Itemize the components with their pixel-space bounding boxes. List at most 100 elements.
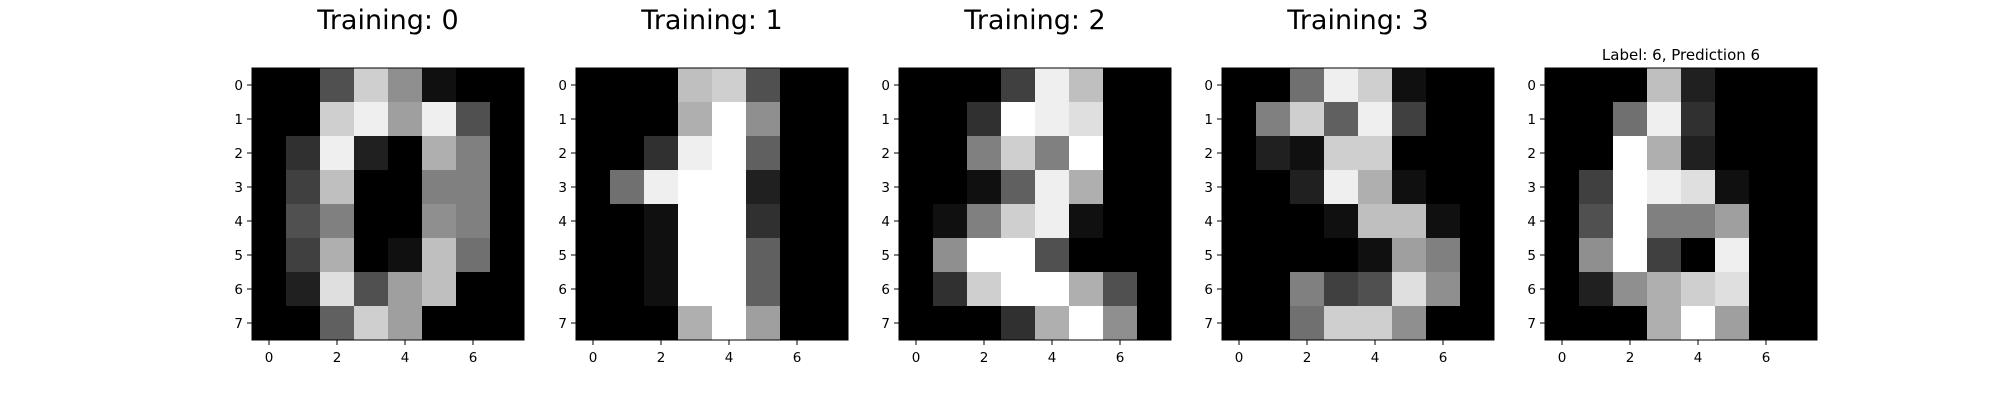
y-tick-label: 0 bbox=[881, 78, 890, 94]
pixel-cell bbox=[354, 306, 389, 341]
pixel-cell bbox=[1749, 306, 1784, 341]
pixel-cell bbox=[1749, 272, 1784, 307]
pixel-cell bbox=[1103, 136, 1138, 171]
pixel-cell bbox=[1069, 238, 1104, 273]
pixel-cell bbox=[933, 238, 968, 273]
pixel-cell bbox=[1035, 306, 1070, 341]
pixel-cell bbox=[1749, 170, 1784, 205]
pixel-cell bbox=[286, 102, 321, 137]
pixel-cell bbox=[1103, 306, 1138, 341]
pixel-cell bbox=[1426, 170, 1461, 205]
pixel-cell bbox=[1324, 272, 1359, 307]
pixel-cell bbox=[1035, 238, 1070, 273]
pixel-cell bbox=[678, 272, 713, 307]
pixel-cell bbox=[933, 272, 968, 307]
pixel-grid bbox=[576, 68, 849, 341]
y-tick-label: 6 bbox=[234, 282, 243, 298]
pixel-cell bbox=[1069, 136, 1104, 171]
pixel-cell bbox=[1290, 136, 1325, 171]
pixel-cell bbox=[422, 170, 457, 205]
pixel-cell bbox=[899, 102, 934, 137]
pixel-cell bbox=[899, 204, 934, 239]
pixel-cell bbox=[1647, 238, 1682, 273]
pixel-cell bbox=[780, 136, 815, 171]
pixel-cell bbox=[1579, 68, 1614, 103]
axes-frame bbox=[898, 67, 1172, 341]
pixel-cell bbox=[286, 170, 321, 205]
x-tick-label: 4 bbox=[1371, 350, 1380, 366]
panel-2: Training: 2 0 2 4 6 0 1 2 3 4 5 6 7 bbox=[881, 5, 1172, 366]
pixel-cell bbox=[252, 272, 287, 307]
pixel-cell bbox=[610, 136, 645, 171]
pixel-cell bbox=[1647, 136, 1682, 171]
pixel-cell bbox=[1001, 238, 1036, 273]
pixel-cell bbox=[899, 306, 934, 341]
pixel-cell bbox=[388, 170, 423, 205]
pixel-cell bbox=[1715, 102, 1750, 137]
pixel-cell bbox=[1358, 204, 1393, 239]
pixel-cell bbox=[1545, 136, 1580, 171]
y-tick-label: 2 bbox=[881, 146, 890, 162]
pixel-cell bbox=[1647, 204, 1682, 239]
pixel-cell bbox=[967, 306, 1002, 341]
pixel-cell bbox=[576, 136, 611, 171]
y-tick-label: 0 bbox=[1204, 78, 1213, 94]
pixel-cell bbox=[712, 306, 747, 341]
pixel-cell bbox=[1358, 68, 1393, 103]
panel-title: Label: 6, Prediction 6 bbox=[1602, 46, 1760, 64]
y-tick-label: 1 bbox=[1527, 112, 1536, 128]
x-tick-label: 2 bbox=[1626, 350, 1635, 366]
pixel-cell bbox=[1035, 68, 1070, 103]
pixel-cell bbox=[286, 136, 321, 171]
pixel-cell bbox=[1681, 204, 1716, 239]
pixel-cell bbox=[1681, 306, 1716, 341]
pixel-cell bbox=[490, 238, 525, 273]
pixel-cell bbox=[780, 272, 815, 307]
pixel-cell bbox=[814, 238, 849, 273]
pixel-cell bbox=[354, 272, 389, 307]
pixel-cell bbox=[388, 272, 423, 307]
pixel-cell bbox=[1613, 238, 1648, 273]
pixel-cell bbox=[644, 136, 679, 171]
pixel-cell bbox=[1783, 272, 1818, 307]
pixel-cell bbox=[576, 306, 611, 341]
pixel-cell bbox=[1613, 136, 1648, 171]
panel-title: Training: 2 bbox=[963, 5, 1105, 36]
pixel-cell bbox=[780, 102, 815, 137]
x-tick-label: 2 bbox=[980, 350, 989, 366]
pixel-cell bbox=[1290, 306, 1325, 341]
pixel-cell bbox=[1613, 272, 1648, 307]
pixel-cell bbox=[388, 238, 423, 273]
axes-frame bbox=[575, 67, 849, 341]
pixel-cell bbox=[712, 238, 747, 273]
pixel-cell bbox=[1035, 170, 1070, 205]
pixel-cell bbox=[1426, 102, 1461, 137]
pixel-cell bbox=[1001, 204, 1036, 239]
pixel-cell bbox=[456, 170, 491, 205]
y-tick-label: 5 bbox=[881, 248, 890, 264]
pixel-cell bbox=[422, 204, 457, 239]
pixel-cell bbox=[1290, 170, 1325, 205]
pixel-cell bbox=[388, 306, 423, 341]
pixel-cell bbox=[967, 204, 1002, 239]
x-tick-label: 2 bbox=[333, 350, 342, 366]
pixel-cell bbox=[1426, 68, 1461, 103]
pixel-cell bbox=[456, 272, 491, 307]
x-tick-label: 6 bbox=[1762, 350, 1771, 366]
pixel-cell bbox=[712, 68, 747, 103]
pixel-cell bbox=[1783, 306, 1818, 341]
pixel-cell bbox=[1290, 204, 1325, 239]
pixel-cell bbox=[1222, 204, 1257, 239]
pixel-cell bbox=[388, 68, 423, 103]
pixel-cell bbox=[1749, 68, 1784, 103]
pixel-cell bbox=[712, 272, 747, 307]
pixel-cell bbox=[320, 136, 355, 171]
y-tick-label: 7 bbox=[881, 316, 890, 332]
pixel-cell bbox=[1715, 68, 1750, 103]
pixel-cell bbox=[1324, 238, 1359, 273]
pixel-cell bbox=[1324, 170, 1359, 205]
pixel-cell bbox=[644, 306, 679, 341]
pixel-cell bbox=[320, 238, 355, 273]
y-tick-label: 6 bbox=[558, 282, 567, 298]
pixel-cell bbox=[678, 68, 713, 103]
